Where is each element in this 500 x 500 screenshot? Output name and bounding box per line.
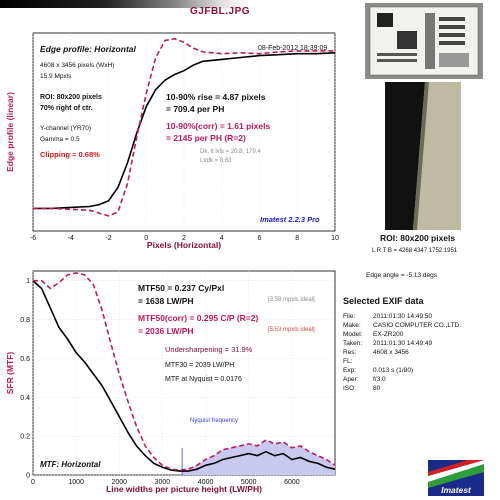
corrected-series-line bbox=[33, 272, 336, 471]
imatest-version: Imatest 2.2.3 Pro bbox=[260, 215, 320, 224]
mtf-tick-labels: 0 1000 2000 3000 4000 5000 6000 0 0.2 0.4 0.6 0.8 1 bbox=[20, 278, 299, 486]
x-tick-label: 2 bbox=[182, 235, 186, 242]
x-tick-label: 10 bbox=[331, 235, 339, 242]
x-tick-label: 6000 bbox=[284, 479, 300, 486]
x-tick-label: 4 bbox=[220, 235, 224, 242]
channel-text: Y-channel (YR70) bbox=[40, 125, 92, 132]
exif-row-file: File: 2011:01:30 14:49:50 bbox=[343, 313, 433, 320]
roi-caption: ROI: 80x200 pixels bbox=[380, 233, 456, 243]
x-tick-label: 1000 bbox=[68, 479, 84, 486]
x-tick-label: 2000 bbox=[111, 479, 127, 486]
exif-heading: Selected EXIF data bbox=[343, 296, 424, 306]
edge-grid bbox=[32, 33, 336, 231]
exif-row-exp: Exp: 0.013 s (1/80) bbox=[343, 367, 414, 374]
mtf30-text: MTF30 = 2039 LW/PH bbox=[165, 362, 235, 369]
edge-angle-text: Edge angle = -5.13 degs bbox=[366, 272, 438, 279]
roi-position-text: 70% right of ctr. bbox=[40, 105, 93, 112]
gamma-text: Gamma = 0.5 bbox=[40, 136, 80, 143]
exif-row-taken: Taken: 2011:01:30 14:49:49 bbox=[343, 340, 433, 347]
measured-series-line bbox=[32, 280, 336, 472]
dk-lt-levels-text: Dk, lt lvls = 20.8, 179.4 bbox=[200, 149, 261, 155]
mpxls-text: 15.9 Mpxls bbox=[40, 73, 72, 80]
x-tick-label: -6 bbox=[30, 235, 36, 242]
mtf50-text: MTF50 = 0.237 Cy/Pxl bbox=[138, 283, 225, 293]
window-title: GJFBL.JPG bbox=[190, 6, 251, 17]
x-tick-label: 3000 bbox=[155, 479, 171, 486]
edge-tick-labels: -6 -4 -2 0 2 4 6 8 10 bbox=[30, 235, 339, 242]
x-tick-label: -2 bbox=[105, 235, 111, 242]
x-tick-label: 0 bbox=[144, 235, 148, 242]
exif-row-model: Model: EX-ZR200 bbox=[343, 331, 404, 338]
x-tick-label: 6 bbox=[258, 235, 262, 242]
exif-row-make: Make: CASIO COMPUTER CO.,LTD. bbox=[343, 322, 461, 329]
x-tick-label: 0 bbox=[31, 479, 35, 486]
rise-ph-text: = 709.4 per PH bbox=[166, 104, 225, 114]
imatest-logo: Imatest bbox=[428, 460, 484, 496]
y-tick-label: 0 bbox=[26, 473, 30, 480]
mtf-panel-label: MTF: Horizontal bbox=[40, 460, 101, 469]
image-size-text: 4608 x 3456 pixels (WxH) bbox=[40, 62, 115, 69]
mtf50-corr-ideal-text: [5.53 mpxls ideal] bbox=[268, 327, 315, 333]
mtf50-ideal-text: [3.58 mpxls ideal] bbox=[268, 297, 315, 303]
corrected-series-line bbox=[33, 37, 335, 217]
y-tick-label: 0.4 bbox=[20, 395, 30, 402]
exif-row-iso: ISO: 80 bbox=[343, 385, 381, 392]
edge-date: 08-Feb-2012 18:39:09 bbox=[258, 45, 328, 52]
mtf50-corr-text: MTF50(corr) = 0.295 C/P (R=2) bbox=[138, 313, 259, 323]
edge-xlabel: Pixels (Horizontal) bbox=[147, 240, 221, 250]
x-tick-label: -4 bbox=[68, 235, 74, 242]
lt-dk-ratio-text: Lt/dk = 8.63 bbox=[200, 158, 232, 164]
measured-series-line bbox=[33, 52, 336, 210]
x-tick-label: 4000 bbox=[198, 479, 214, 486]
roi-image bbox=[385, 82, 461, 230]
mtf-plot-frame bbox=[32, 270, 336, 476]
clipping-text: Clipping = 0.68% bbox=[40, 150, 100, 159]
mtf-xlabel: Line widths per picture height (LW/PH) bbox=[106, 484, 262, 494]
rise-corr-ph-text: = 2145 per PH (R=2) bbox=[166, 133, 246, 143]
nyquist-label: Nyquist frequency bbox=[190, 418, 239, 424]
exif-row-aper: Aper: f/3.0 bbox=[343, 376, 386, 383]
roi-coords: L R T B = 4268 4347 1752 1951 bbox=[372, 248, 458, 254]
y-tick-label: 0.2 bbox=[20, 434, 30, 441]
rise-corr-text: 10-90%(corr) = 1.61 pixels bbox=[166, 121, 271, 131]
mtf-ylabel: SFR (MTF) bbox=[5, 352, 15, 395]
rise-text: 10-90% rise = 4.87 pixels bbox=[166, 92, 266, 102]
mtf50-lwph-text: = 1638 LW/PH bbox=[138, 296, 194, 306]
edge-series bbox=[33, 37, 336, 217]
mtf-series bbox=[32, 272, 336, 472]
mtf-beyond-nyquist-fill bbox=[182, 440, 335, 475]
x-tick-label: 5000 bbox=[241, 479, 257, 486]
y-tick-label: 0.6 bbox=[20, 356, 30, 363]
mtf-nyquist-text: MTF at Nyquist = 0.0176 bbox=[165, 376, 242, 383]
test-chart-thumbnail bbox=[365, 3, 483, 79]
exif-row-fl: FL: bbox=[343, 358, 353, 365]
mtf-chart: 0 1000 2000 3000 4000 5000 600000.20.40.60.81 … bbox=[5, 270, 336, 494]
undersharpening-text: Undersharpening = 31.9% bbox=[165, 345, 253, 354]
mtf50-corr-lwph-text: = 2036 LW/PH bbox=[138, 326, 194, 336]
y-tick-label: 0.8 bbox=[20, 317, 30, 324]
edge-heading: Edge profile: Horizontal bbox=[40, 44, 136, 54]
tone-gradient-bar bbox=[0, 0, 355, 8]
edge-profile-chart: -6 -4 -2 0 2 4 6 8 10 Pixels (Horizontal) Edge p… bbox=[5, 32, 339, 250]
y-tick-label: 1 bbox=[26, 278, 30, 285]
exif-row-res: Res: 4608 x 3456 bbox=[343, 349, 409, 356]
edge-ylabel: Edge profile (linear) bbox=[5, 92, 15, 172]
roi-size-text: ROI: 80x200 pixels bbox=[40, 94, 102, 101]
x-tick-label: 8 bbox=[295, 235, 299, 242]
logo-text: Imatest bbox=[441, 485, 472, 495]
